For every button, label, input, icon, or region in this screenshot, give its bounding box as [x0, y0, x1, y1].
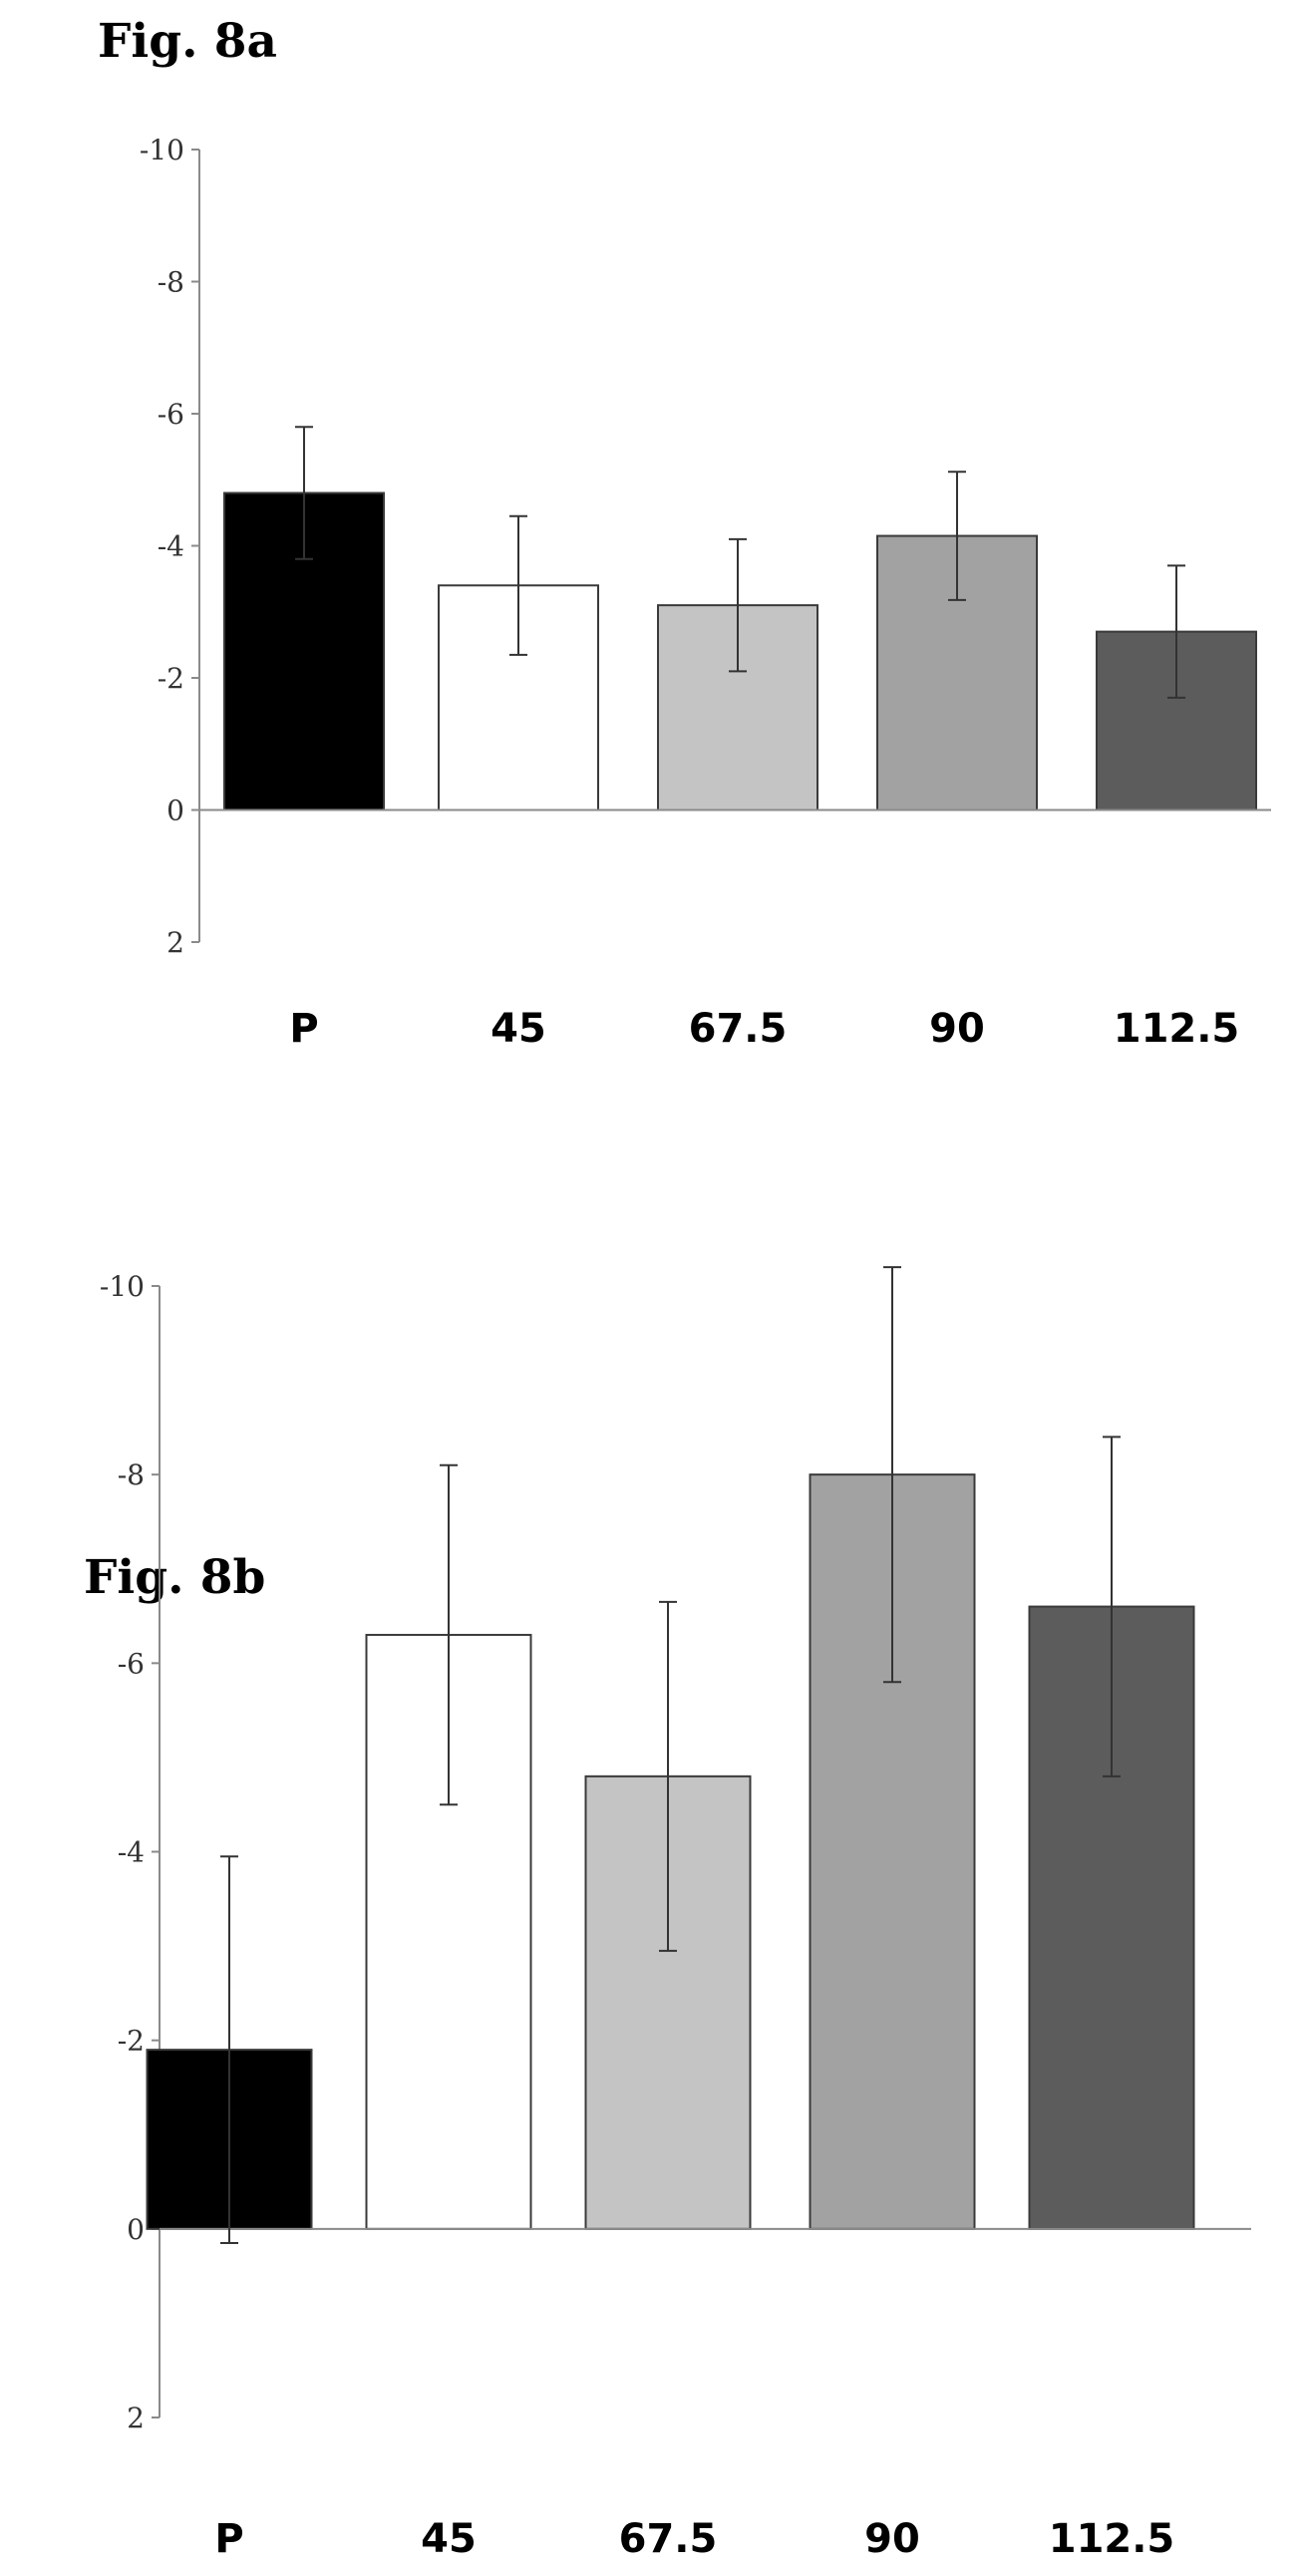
figure-8a-title: Fig. 8a — [98, 14, 277, 69]
y-tick-label: -2 — [118, 2025, 145, 2058]
category-label: 90 — [864, 2516, 920, 2562]
category-label: 112.5 — [1049, 2516, 1175, 2562]
error-bar-P — [220, 1855, 238, 2245]
error-bar-112.5 — [1167, 564, 1185, 699]
y-tick-label: -2 — [158, 662, 184, 695]
y-tick-label: 0 — [127, 2213, 145, 2246]
category-label: 67.5 — [689, 1006, 788, 1052]
error-bar-45 — [440, 1463, 458, 1806]
y-tick-label: -4 — [158, 530, 184, 563]
y-tick-label: 2 — [166, 926, 184, 959]
category-label: 45 — [421, 2516, 477, 2562]
y-tick-label: -6 — [118, 1647, 145, 1680]
figure-8b-title: Fig. 8b — [84, 1550, 266, 1605]
category-label: 90 — [929, 1006, 985, 1052]
y-tick-label: 0 — [166, 795, 184, 827]
error-bar-112.5 — [1103, 1436, 1121, 1777]
category-label: P — [289, 1006, 318, 1052]
category-label: 67.5 — [619, 2516, 718, 2562]
error-bar-P — [295, 426, 313, 560]
y-tick-label: -6 — [158, 398, 184, 431]
y-tick-label: -8 — [158, 266, 184, 299]
error-bar-67.5 — [729, 537, 747, 673]
error-bar-90 — [883, 1266, 901, 1684]
category-label: 112.5 — [1114, 1006, 1240, 1052]
y-tick-label: -8 — [118, 1458, 145, 1491]
y-tick-label: 2 — [127, 2402, 145, 2434]
error-bar-90 — [948, 471, 966, 601]
category-label: P — [214, 2516, 243, 2562]
y-tick-label: -10 — [140, 134, 184, 166]
y-tick-label: -10 — [100, 1270, 145, 1303]
error-bar-67.5 — [659, 1600, 677, 1952]
y-tick-label: -4 — [118, 1836, 145, 1869]
category-label: 45 — [490, 1006, 546, 1052]
error-bar-45 — [509, 514, 527, 656]
figure-8a-bar-chart: -10 -8 -6 -4 -2 0 2 P 45 67.5 90 112.5 — [140, 134, 1271, 1052]
